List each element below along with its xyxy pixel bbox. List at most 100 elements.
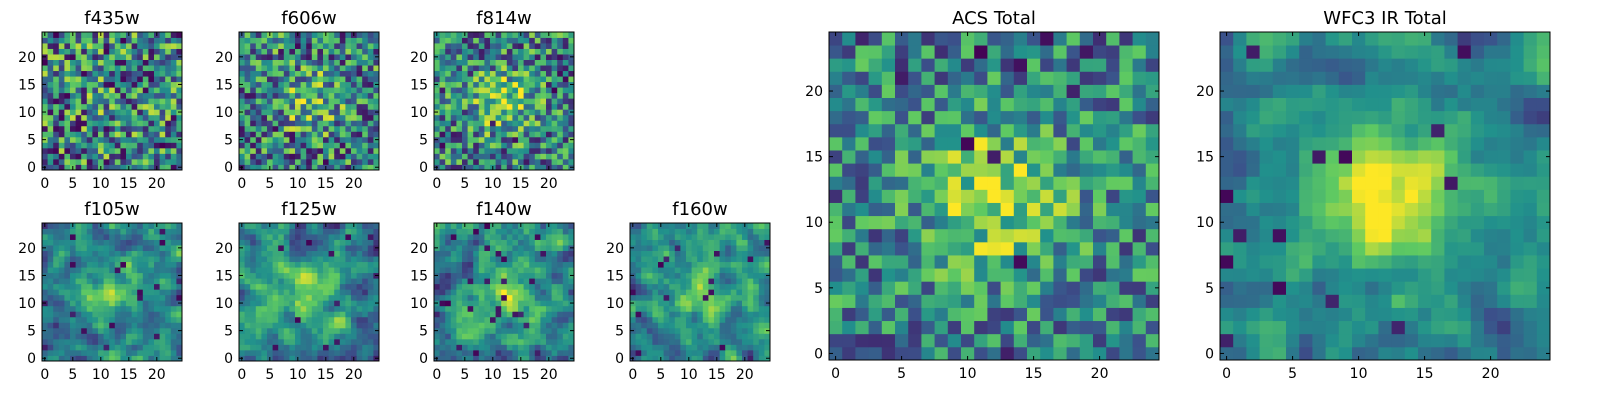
heatmap-cell bbox=[568, 322, 575, 329]
heatmap-cell bbox=[450, 76, 457, 83]
heatmap-cell bbox=[114, 92, 121, 99]
heatmap-cell bbox=[64, 338, 71, 345]
heatmap-cell bbox=[445, 294, 452, 301]
heatmap-cell bbox=[568, 103, 575, 110]
heatmap-cell bbox=[289, 136, 296, 143]
heatmap-cell bbox=[462, 48, 468, 55]
heatmap-cell bbox=[758, 272, 765, 279]
heatmap-cell bbox=[462, 109, 468, 116]
heatmap-cell bbox=[473, 65, 480, 72]
heatmap-cell bbox=[674, 294, 681, 301]
heatmap-cell bbox=[159, 316, 166, 323]
heatmap-cell bbox=[445, 136, 452, 143]
heatmap-cell bbox=[159, 234, 166, 240]
heatmap-cell bbox=[445, 65, 452, 72]
heatmap-cell bbox=[142, 283, 149, 290]
heatmap-cell bbox=[462, 114, 468, 121]
heatmap-cell bbox=[373, 65, 380, 72]
heatmap-cell bbox=[456, 136, 463, 143]
heatmap-cell bbox=[546, 125, 552, 132]
heatmap-cell bbox=[697, 267, 704, 274]
heatmap-cell bbox=[473, 76, 480, 83]
heatmap-cell bbox=[362, 136, 369, 143]
heatmap-cell bbox=[311, 322, 318, 329]
heatmap-cell bbox=[289, 267, 296, 274]
heatmap-cell bbox=[725, 316, 732, 323]
heatmap-cell bbox=[328, 305, 335, 312]
heatmap-cell bbox=[669, 311, 676, 318]
x-tick-label: 15 bbox=[120, 367, 138, 383]
heatmap-cell bbox=[142, 316, 149, 323]
heatmap-cell bbox=[439, 103, 446, 110]
heatmap-cell bbox=[658, 344, 664, 351]
y-tick-label: 20 bbox=[410, 50, 428, 66]
heatmap-cell bbox=[323, 43, 329, 49]
heatmap-cell bbox=[131, 344, 138, 351]
heatmap-cell bbox=[339, 153, 346, 160]
heatmap-cell bbox=[742, 316, 748, 323]
heatmap-cell bbox=[137, 114, 144, 121]
heatmap-cell bbox=[652, 355, 659, 362]
heatmap-cell bbox=[311, 65, 318, 72]
heatmap-cell bbox=[86, 158, 93, 165]
heatmap-cell bbox=[306, 48, 313, 55]
heatmap-cell bbox=[753, 294, 760, 301]
heatmap-cell bbox=[501, 256, 508, 263]
heatmap-cell bbox=[170, 142, 177, 149]
heatmap-cell bbox=[120, 114, 127, 121]
heatmap-cell bbox=[148, 114, 155, 121]
heatmap-cell bbox=[311, 164, 318, 171]
heatmap-cell bbox=[456, 37, 463, 44]
heatmap-cell bbox=[267, 294, 273, 301]
heatmap-cell bbox=[142, 59, 149, 66]
heatmap-cell bbox=[714, 300, 720, 307]
heatmap-cell bbox=[1066, 241, 1081, 256]
heatmap-cell bbox=[736, 305, 743, 312]
heatmap-cell bbox=[356, 92, 363, 99]
heatmap-cell bbox=[646, 256, 653, 263]
heatmap-cell bbox=[450, 103, 457, 110]
heatmap-cell bbox=[334, 267, 341, 274]
heatmap-cell bbox=[165, 278, 172, 285]
heatmap-cell bbox=[239, 311, 245, 318]
heatmap-cell bbox=[47, 344, 54, 351]
heatmap-cell bbox=[691, 333, 698, 340]
heatmap-cell bbox=[176, 278, 183, 285]
heatmap-cell bbox=[47, 48, 54, 55]
heatmap-cell bbox=[742, 250, 748, 257]
heatmap-cell bbox=[523, 338, 530, 345]
heatmap-cell bbox=[345, 338, 352, 345]
heatmap-cell bbox=[367, 294, 374, 301]
heatmap-cell bbox=[641, 333, 648, 340]
heatmap-cell bbox=[165, 136, 172, 143]
heatmap-cell bbox=[283, 92, 290, 99]
heatmap-cell bbox=[148, 256, 155, 263]
heatmap-cell bbox=[300, 223, 307, 229]
heatmap-cell bbox=[680, 294, 687, 301]
heatmap-cell bbox=[529, 87, 536, 94]
heatmap-cell bbox=[283, 256, 290, 263]
y-tick-label: 5 bbox=[419, 133, 428, 149]
heatmap-cell bbox=[434, 48, 440, 55]
heatmap-cell bbox=[562, 333, 569, 340]
heatmap-cell bbox=[373, 142, 380, 149]
heatmap-cell bbox=[131, 109, 138, 116]
heatmap-cell bbox=[490, 98, 496, 105]
heatmap-cell bbox=[842, 150, 856, 164]
heatmap-cell bbox=[170, 234, 177, 240]
heatmap-cell bbox=[58, 283, 65, 290]
heatmap-cell bbox=[126, 305, 132, 312]
heatmap-cell bbox=[114, 120, 121, 127]
heatmap-cell bbox=[1013, 294, 1028, 308]
heatmap-cell bbox=[484, 245, 491, 251]
heatmap-cell bbox=[730, 245, 737, 251]
heatmap-cell bbox=[289, 142, 296, 149]
heatmap-cell bbox=[47, 294, 54, 301]
heatmap-cell bbox=[462, 147, 468, 154]
heatmap-cell bbox=[261, 256, 268, 263]
x-tick-label: 0 bbox=[432, 176, 441, 192]
heatmap-cell bbox=[278, 32, 285, 38]
heatmap-cell bbox=[921, 307, 935, 322]
heatmap-cell bbox=[439, 109, 446, 116]
heatmap-cell bbox=[456, 349, 463, 356]
